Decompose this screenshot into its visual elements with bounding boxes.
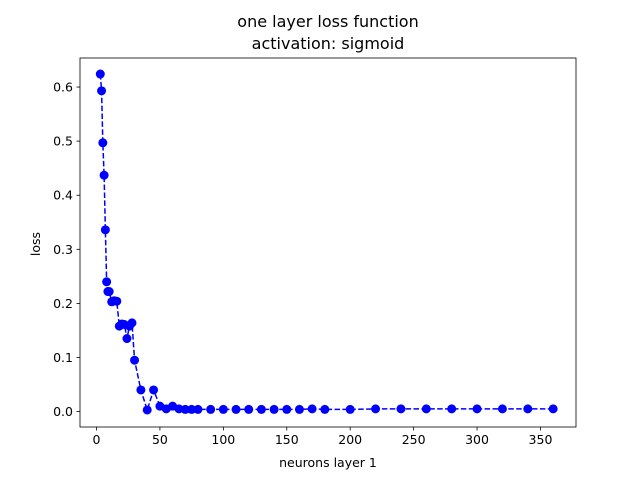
data-point [307,404,317,414]
data-point [396,404,406,414]
data-point [99,170,109,180]
data-point [447,404,457,414]
y-tick-label: 0.1 [53,350,73,365]
y-axis-label: loss [28,232,43,256]
x-tick-label: 350 [529,432,553,447]
axes-frame [79,57,577,428]
data-point [130,355,140,365]
x-tick-label: 100 [211,432,235,447]
data-point [136,385,146,395]
chart-title-line-1: one layer loss function [237,12,418,31]
plot-series-layer [95,69,558,415]
data-point [523,404,533,414]
x-tick-label: 150 [275,432,299,447]
data-point [282,404,292,414]
data-point [104,287,114,297]
data-point [95,69,105,79]
y-tick-label: 0.5 [53,134,73,149]
axes-layer: 0 50 100 150 200 250 300 350 0.0 0.1 0.2 0.3 0.4 0.5 0… [53,57,577,447]
data-point [102,277,112,287]
y-tick-label: 0.2 [53,296,73,311]
data-point [100,225,110,235]
data-point [472,404,482,414]
chart-title-line-2: activation: sigmoid [252,34,405,53]
data-point [497,404,507,414]
x-tick-label: 250 [402,432,426,447]
y-tick-label: 0.6 [53,80,73,95]
data-point [127,318,137,328]
data-point [97,86,107,96]
data-point [269,404,279,414]
x-tick-label: 0 [93,432,101,447]
data-point [320,404,330,414]
data-point [98,138,108,148]
data-point [294,404,304,414]
data-point [193,404,203,414]
data-point [180,404,190,414]
x-tick-label: 300 [465,432,489,447]
x-tick-label: 200 [338,432,362,447]
data-point [149,385,159,395]
data-point [244,404,254,414]
data-point [187,404,197,414]
data-point [206,404,216,414]
data-point [112,296,122,306]
series-line [99,74,554,413]
data-point [345,404,355,414]
y-tick-label: 0.4 [53,188,73,203]
data-point [548,404,558,414]
data-point [218,404,228,414]
y-tick-label: 0.3 [53,242,73,257]
data-point [231,404,241,414]
data-point [421,404,431,414]
x-axis-label: neurons layer 1 [279,455,377,470]
data-point [142,405,152,415]
data-point [371,404,381,414]
data-point [256,404,266,414]
y-tick-label: 0.0 [53,404,73,419]
data-point [122,334,132,344]
x-tick-label: 50 [152,432,168,447]
